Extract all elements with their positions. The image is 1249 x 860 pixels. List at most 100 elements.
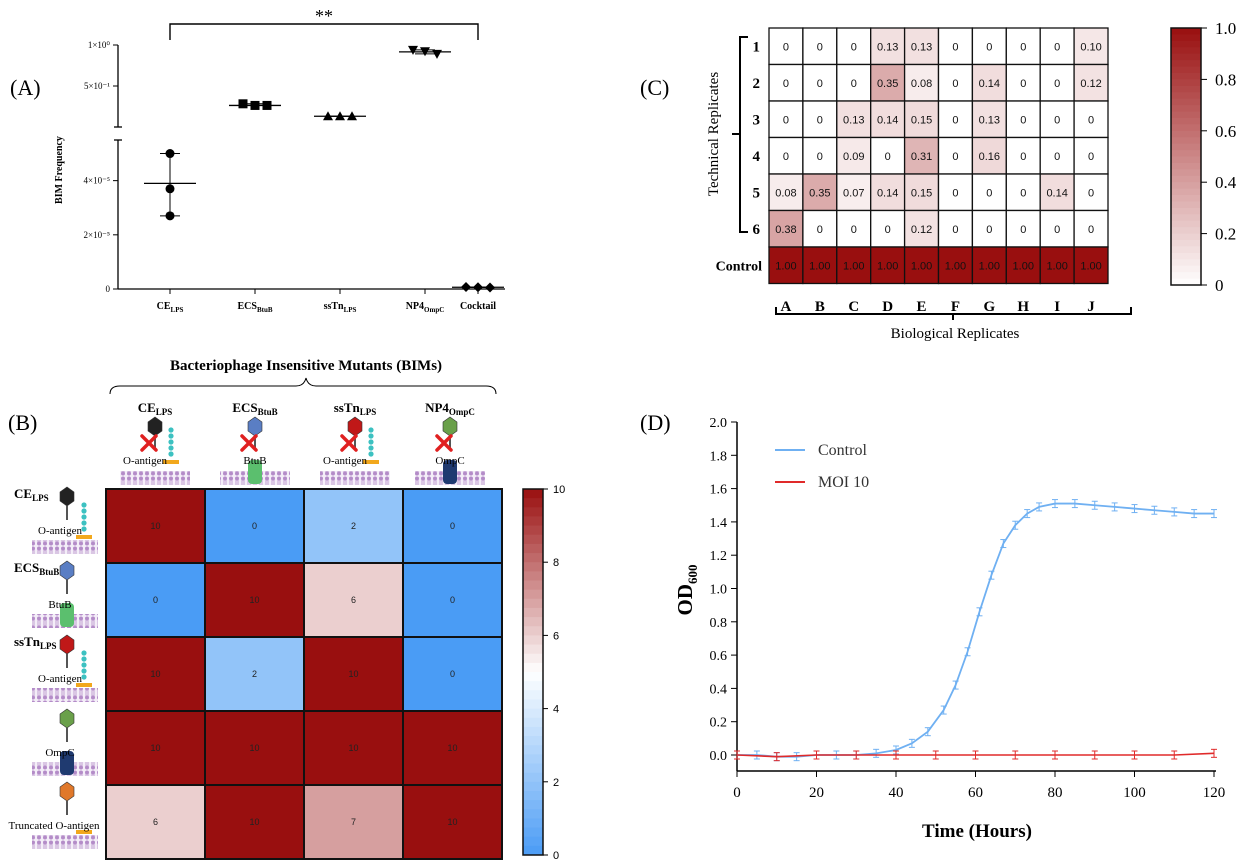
colorbar-frame	[1170, 27, 1202, 286]
y-tick-label: 0.2	[710, 716, 728, 731]
cell-value: 0.14	[877, 114, 898, 126]
heatmap-cell	[768, 246, 804, 285]
x-axis-label: Time (Hours)	[922, 821, 1032, 842]
cell-value: 1.00	[843, 260, 864, 272]
cell-value: 0	[952, 78, 958, 90]
heatmap-cell	[870, 100, 906, 139]
cell-value: 10	[150, 669, 160, 679]
porin-icon	[248, 460, 262, 484]
colorbar-segment	[1171, 40, 1201, 48]
cell-value: 10	[150, 521, 160, 531]
heatmap-cell	[1039, 136, 1075, 175]
colorbar-segment	[1171, 130, 1201, 138]
colorbar-segment	[523, 809, 543, 819]
colorbar-tick-label: 0	[1215, 276, 1224, 295]
cell-value: 0	[252, 521, 257, 531]
o-antigen-bead	[81, 656, 87, 662]
cell-value: 0	[1054, 114, 1060, 126]
colorbar-tick-label: 10	[553, 484, 565, 496]
cell-value: 0.15	[911, 114, 932, 126]
colorbar-segment	[523, 818, 543, 829]
phage-icon	[59, 708, 75, 729]
colorbar-segment	[1171, 53, 1201, 61]
colorbar-segment	[523, 626, 543, 636]
colorbar-segment	[1171, 72, 1201, 80]
cell-value: 0	[1088, 224, 1094, 236]
heatmap-cell	[903, 136, 940, 175]
cell-value: 0.14	[1046, 187, 1067, 199]
x-tick-label: ssTnLPS	[324, 301, 357, 314]
heatmap-cell	[870, 173, 906, 212]
colorbar-segment	[523, 699, 543, 710]
cell-value: 0	[986, 224, 992, 236]
y-tick-label: 0	[106, 284, 111, 294]
receptor-label: O-antigen	[323, 455, 367, 467]
phage-icon	[247, 416, 263, 437]
colorbar-segment	[1171, 214, 1201, 222]
colorbar-segment	[523, 507, 543, 517]
porin-icon	[60, 603, 74, 627]
heatmap-cell	[402, 562, 503, 638]
cross-icon	[435, 434, 453, 452]
cell-value: 0.35	[877, 78, 898, 90]
row-label: 1	[753, 39, 761, 55]
data-point	[238, 99, 248, 109]
legend-label: Control	[818, 442, 867, 459]
y-tick-label: 1.8	[710, 449, 728, 464]
colorbar-segment	[523, 589, 543, 600]
cell-value: 2	[252, 669, 257, 679]
cell-value: 0	[817, 151, 823, 163]
heatmap-cell	[402, 488, 503, 564]
y-tick-label: 1×10⁰	[88, 40, 111, 50]
y-tick-label: 1.0	[710, 583, 728, 598]
colorbar-segment	[523, 607, 543, 618]
data-point	[408, 45, 418, 55]
colorbar-segment	[1171, 137, 1201, 145]
cell-value: 0	[1054, 151, 1060, 163]
cell-value: 0.31	[911, 151, 932, 163]
colorbar-segment	[1171, 227, 1201, 235]
panel-d-growth-curve: 0.0 0.2 0.4 0.6 0.8 1.0 1.2 1.4 1.6 1.8 2.0 0 20 40 60…	[673, 416, 1225, 842]
column-header: NP4OmpC	[425, 400, 475, 417]
column-header: CELPS	[138, 400, 173, 417]
heatmap-cell	[204, 710, 305, 786]
membrane	[32, 540, 98, 554]
colorbar-segment	[1171, 143, 1201, 151]
o-antigen-bead	[81, 502, 87, 508]
colorbar-segment	[1171, 252, 1201, 260]
heatmap-cell	[903, 27, 940, 66]
y-axis-label: OD600	[673, 565, 700, 616]
data-point	[165, 184, 175, 194]
colorbar-segment	[1171, 79, 1201, 87]
colorbar-segment	[1171, 175, 1201, 183]
receptor-label: BtuB	[48, 599, 71, 611]
cell-value: 1.00	[877, 260, 898, 272]
o-antigen-bead	[168, 427, 174, 433]
colorbar-segment	[1171, 207, 1201, 215]
cross-icon	[340, 434, 358, 452]
porin-icon	[443, 460, 457, 484]
column-label: J	[1087, 299, 1095, 315]
data-point	[323, 111, 333, 121]
cell-value: 1.00	[1046, 260, 1067, 272]
column-label: D	[882, 299, 893, 315]
colorbar-segment	[1171, 233, 1201, 241]
cell-value: 0	[1020, 114, 1026, 126]
colorbar-segment	[523, 681, 543, 691]
heatmap-cell	[802, 136, 838, 175]
cell-value: 0	[1054, 41, 1060, 53]
membrane	[120, 471, 190, 485]
column-header: ssTnLPS	[334, 400, 377, 417]
heatmap-cell	[204, 636, 305, 712]
colorbar-segment	[523, 726, 543, 737]
colorbar-segment	[523, 534, 543, 545]
colorbar-segment	[1171, 105, 1201, 113]
cell-value: 1.00	[1080, 260, 1101, 272]
cell-value: 0	[1020, 151, 1026, 163]
heatmap-cell	[1039, 63, 1075, 102]
colorbar-segment	[1171, 259, 1201, 267]
cell-value: 0	[952, 41, 958, 53]
colorbar-segment	[1171, 246, 1201, 254]
y-tick-label: 0.8	[710, 616, 728, 631]
o-antigen-bead	[81, 674, 87, 680]
